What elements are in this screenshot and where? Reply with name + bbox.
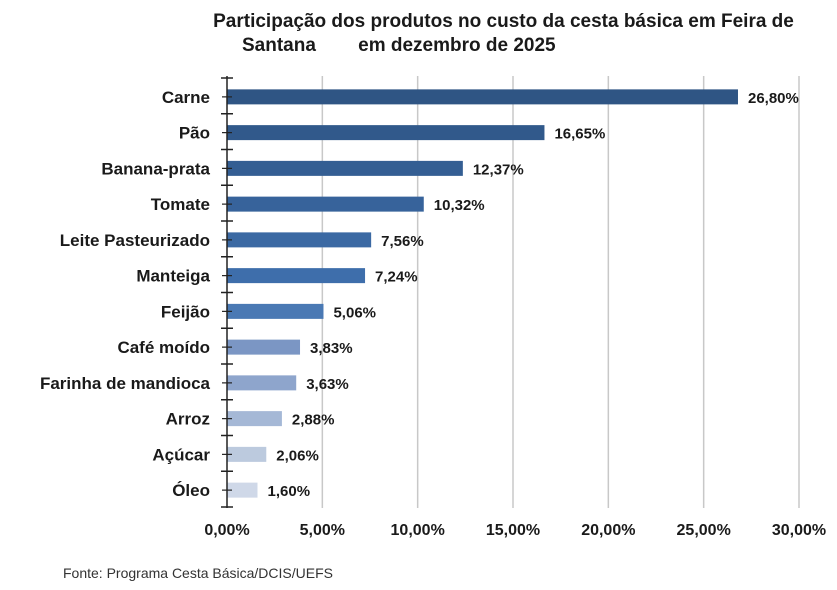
y-axis [221,76,233,508]
value-labels: 26,80% 16,65% 12,37% 10,32% 7,56% 7,24% 5,06% 3… [268,90,799,500]
category-label: Banana-prata [101,159,210,178]
category-label: Feijão [161,302,210,321]
x-tick-labels: 0,00% 5,00% 10,00% 15,00% 20,00% 25,00% 30,00% [204,522,826,539]
value-label: 5,06% [333,304,376,321]
category-label: Óleo [172,481,210,500]
category-label: Pão [179,124,210,143]
x-tick-label: 10,00% [391,522,445,539]
bar [227,89,738,105]
bar [227,339,301,355]
value-label: 26,80% [748,90,799,107]
value-label: 2,88% [292,412,335,429]
chart-title-line-2: Santana em dezembro de 2025 [242,35,556,56]
chart-title-line-1: Participação dos produtos no custo da ce… [213,11,794,32]
x-tick-label: 0,00% [204,522,249,539]
gridlines [321,76,800,508]
bar [227,375,297,391]
chart-title: Participação dos produtos no custo da ce… [160,10,837,58]
category-label: Leite Pasteurizado [60,231,210,250]
value-label: 3,83% [310,340,353,357]
bar [227,196,424,212]
value-label: 3,63% [306,376,349,393]
bar [227,160,463,176]
value-label: 10,32% [434,197,485,214]
category-label: Açúcar [152,445,210,464]
value-label: 7,24% [375,269,418,286]
value-label: 12,37% [473,161,524,178]
value-label: 7,56% [381,233,424,250]
source-note: Fonte: Programa Cesta Básica/DCIS/UEFS [63,565,333,581]
category-label: Tomate [151,195,210,214]
x-tick-label: 20,00% [581,522,635,539]
category-label: Arroz [166,410,210,429]
category-label: Farinha de mandioca [40,374,211,393]
bar [227,411,282,427]
bar [227,125,545,141]
category-label: Carne [162,88,210,107]
bar [227,232,372,248]
bar [227,268,366,284]
bar [227,303,324,319]
category-label: Manteiga [136,267,210,286]
category-label: Café moído [117,338,210,357]
x-tick-label: 30,00% [772,522,826,539]
value-label: 2,06% [276,447,319,464]
value-label: 16,65% [554,126,605,143]
bar [227,446,267,462]
category-labels: Carne Pão Banana-prata Tomate Leite Pasteuri… [40,88,211,500]
x-tick-label: 5,00% [300,522,345,539]
x-tick-label: 15,00% [486,522,540,539]
bars [227,89,738,498]
x-tick-label: 25,00% [677,522,731,539]
value-label: 1,60% [268,483,311,500]
bar [227,482,258,498]
